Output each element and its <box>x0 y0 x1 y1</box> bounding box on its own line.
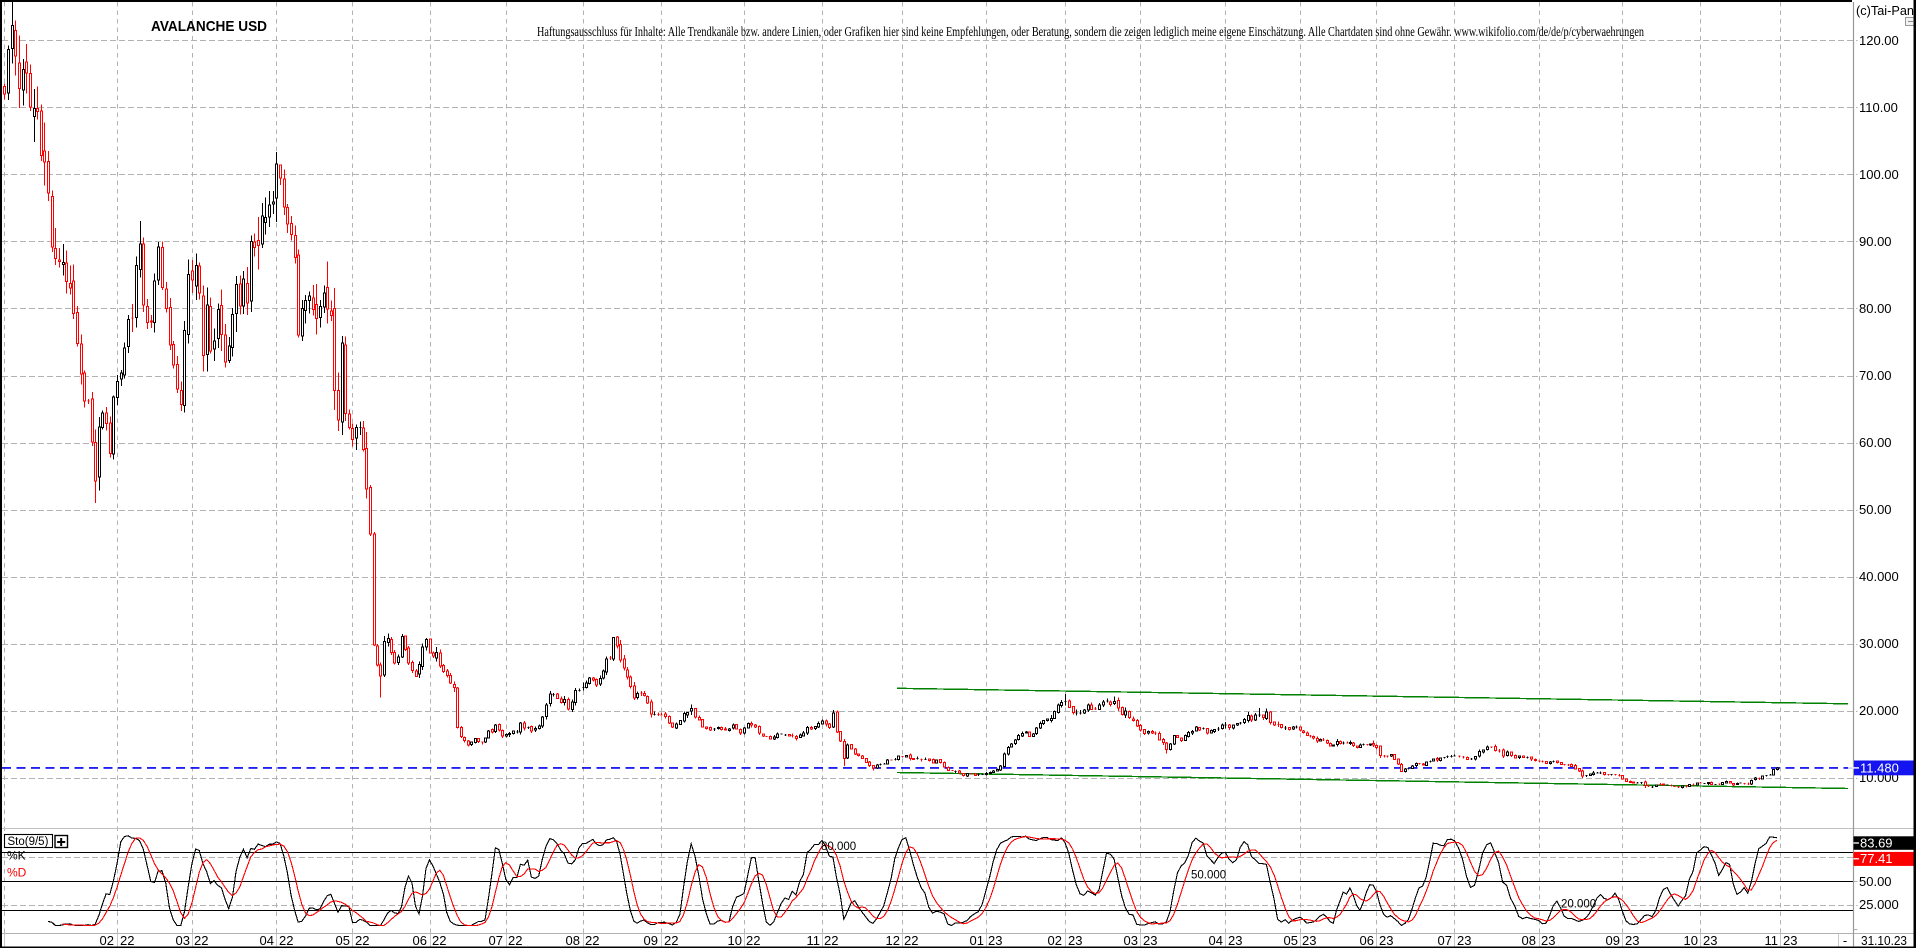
svg-text:110.00: 110.00 <box>1859 100 1898 115</box>
svg-text:02: 02 <box>100 933 114 948</box>
svg-text:23: 23 <box>1703 933 1717 948</box>
svg-text:100.00: 100.00 <box>1859 167 1899 182</box>
svg-text:05: 05 <box>1284 933 1298 948</box>
svg-text:-: - <box>1843 933 1847 948</box>
svg-text:20.000: 20.000 <box>1859 703 1899 718</box>
svg-text:23: 23 <box>1228 933 1242 948</box>
svg-text:04: 04 <box>260 933 274 948</box>
svg-text:22: 22 <box>585 933 599 948</box>
svg-text:AVALANCHE USD: AVALANCHE USD <box>151 18 267 35</box>
svg-text:20.000: 20.000 <box>1561 898 1596 910</box>
svg-text:22: 22 <box>664 933 678 948</box>
svg-text:60.00: 60.00 <box>1859 435 1892 450</box>
svg-text:22: 22 <box>194 933 208 948</box>
svg-text:23: 23 <box>1541 933 1555 948</box>
svg-text:70.00: 70.00 <box>1859 368 1892 383</box>
svg-text:11.480: 11.480 <box>1860 761 1899 776</box>
svg-text:%D: %D <box>7 865 27 879</box>
svg-text:23: 23 <box>1625 933 1639 948</box>
svg-text:08: 08 <box>566 933 580 948</box>
svg-text:77.41: 77.41 <box>1860 851 1893 866</box>
svg-text:09: 09 <box>1606 933 1620 948</box>
svg-text:06: 06 <box>1360 933 1374 948</box>
svg-text:22: 22 <box>120 933 134 948</box>
svg-text:50.00: 50.00 <box>1859 874 1892 889</box>
svg-text:08: 08 <box>1522 933 1536 948</box>
svg-text:40.000: 40.000 <box>1859 569 1899 584</box>
svg-text:23: 23 <box>1068 933 1082 948</box>
svg-text:05: 05 <box>336 933 350 948</box>
svg-text:23: 23 <box>1143 933 1157 948</box>
svg-text:22: 22 <box>746 933 760 948</box>
svg-text:(c)Tai-Pan: (c)Tai-Pan <box>1856 3 1914 18</box>
svg-text:22: 22 <box>432 933 446 948</box>
svg-text:25.000: 25.000 <box>1859 897 1899 912</box>
svg-text:07: 07 <box>1438 933 1452 948</box>
svg-text:07: 07 <box>489 933 503 948</box>
svg-text:83.69: 83.69 <box>1860 835 1893 850</box>
svg-text:11: 11 <box>1765 933 1779 948</box>
svg-text:01: 01 <box>970 933 984 948</box>
svg-text:06: 06 <box>413 933 427 948</box>
svg-text:23: 23 <box>1783 933 1797 948</box>
svg-text:23: 23 <box>988 933 1002 948</box>
svg-text:04: 04 <box>1209 933 1223 948</box>
svg-text:50.000: 50.000 <box>1191 870 1226 882</box>
svg-text:23: 23 <box>1302 933 1316 948</box>
svg-text:11: 11 <box>807 933 821 948</box>
svg-text:03: 03 <box>176 933 190 948</box>
svg-text:120.00: 120.00 <box>1859 33 1899 48</box>
svg-text:10: 10 <box>728 933 742 948</box>
svg-text:22: 22 <box>824 933 838 948</box>
svg-text:31.10.23: 31.10.23 <box>1861 933 1907 948</box>
svg-text:22: 22 <box>279 933 293 948</box>
svg-text:80.000: 80.000 <box>821 841 856 853</box>
svg-text:22: 22 <box>904 933 918 948</box>
svg-text:23: 23 <box>1457 933 1471 948</box>
svg-text:02: 02 <box>1048 933 1062 948</box>
svg-text:90.00: 90.00 <box>1859 234 1892 249</box>
svg-text:Sto(9/5): Sto(9/5) <box>8 836 49 848</box>
svg-text:23: 23 <box>1379 933 1393 948</box>
svg-text:09: 09 <box>644 933 658 948</box>
svg-text:%K: %K <box>7 848 26 862</box>
svg-text:30.000: 30.000 <box>1859 636 1899 651</box>
svg-text:Haftungsausschluss für Inhalte: Haftungsausschluss für Inhalte: Alle Tre… <box>537 24 1644 39</box>
svg-text:22: 22 <box>508 933 522 948</box>
svg-text:22: 22 <box>355 933 369 948</box>
svg-text:12: 12 <box>886 933 900 948</box>
svg-text:03: 03 <box>1124 933 1138 948</box>
svg-text:80.00: 80.00 <box>1859 301 1892 316</box>
svg-text:10: 10 <box>1684 933 1698 948</box>
svg-text:50.00: 50.00 <box>1859 502 1892 517</box>
